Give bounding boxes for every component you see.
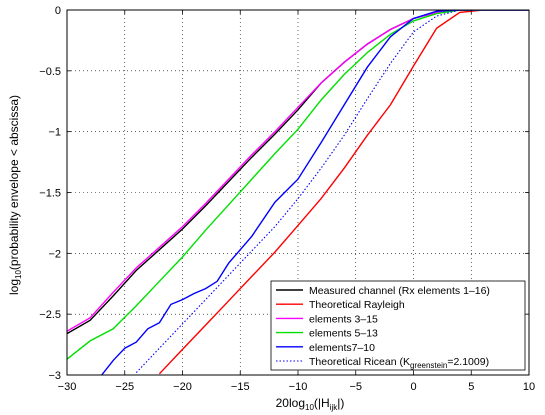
- x-tick-label: −20: [173, 381, 192, 393]
- x-tick-label: −25: [115, 381, 134, 393]
- y-axis-label-prefix: log: [7, 279, 21, 295]
- y-tick-label: −1.5: [39, 188, 61, 200]
- legend-label-sub: greenstein: [410, 361, 447, 370]
- y-tick-label: 0: [55, 5, 61, 17]
- series-line-6: [135, 10, 529, 373]
- x-axis-label-mid: (|H: [314, 396, 330, 410]
- legend-label-1: Measured channel (Rx elements 1–16): [309, 285, 490, 297]
- legend: Measured channel (Rx elements 1–16) Theor…: [270, 280, 526, 371]
- y-tick-label: −2.5: [39, 309, 61, 321]
- y-axis-label-suffix: (probability envelope < abscissa): [7, 95, 21, 270]
- x-tick-label: −30: [58, 381, 77, 393]
- y-tick-label: −1: [48, 127, 61, 139]
- ticks: −30 −25 −20 −15 −10 −5 0 5 10 0 −0.5 −1 −1.5 −2 −2.5 −3: [39, 5, 535, 393]
- y-axis-label: log10(probability envelope < abscissa): [7, 95, 23, 295]
- y-axis-label-sub: 10: [14, 270, 23, 279]
- x-tick-label: −10: [289, 381, 308, 393]
- series-line-4: [67, 10, 529, 360]
- x-axis-label-suffix: |): [337, 396, 344, 410]
- x-axis-label-sub1: 10: [305, 403, 314, 412]
- series-line-2: [158, 10, 529, 375]
- legend-label-2: Theoretical Rayleigh: [309, 299, 405, 311]
- series-line-5: [101, 10, 529, 375]
- legend-label-3: elements 3–15: [309, 313, 378, 325]
- x-tick-label: 0: [410, 381, 416, 393]
- legend-label-4: elements 5–13: [309, 328, 378, 340]
- x-axis-label-prefix: 20log: [276, 396, 305, 410]
- x-axis-label: 20log10(|Hijk|): [276, 396, 345, 412]
- series-lines: [67, 10, 529, 375]
- legend-box: [270, 280, 526, 371]
- legend-label-6: Theoretical Ricean (Kgreenstein=2.1009): [309, 356, 489, 370]
- y-tick-label: −0.5: [39, 66, 61, 78]
- x-tick-label: −5: [349, 381, 362, 393]
- y-tick-label: −2: [48, 248, 61, 260]
- x-tick-label: −15: [231, 381, 250, 393]
- legend-label-suffix: =2.1009): [447, 356, 489, 368]
- x-tick-label: 10: [523, 381, 535, 393]
- x-tick-label: 5: [468, 381, 474, 393]
- legend-label-5: elements7–10: [309, 342, 375, 354]
- x-axis-label-sub2: ijk: [330, 403, 339, 412]
- y-tick-label: −3: [48, 370, 61, 382]
- legend-label-main: Theoretical Ricean (K: [309, 356, 410, 368]
